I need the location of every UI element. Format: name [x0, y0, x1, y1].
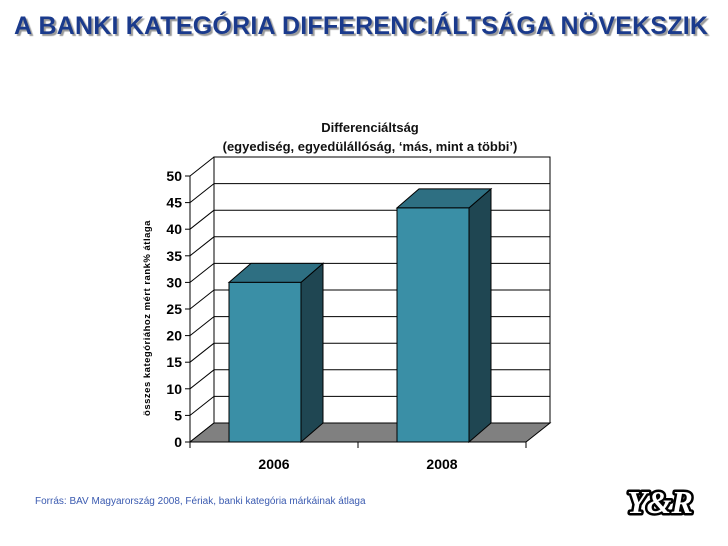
side-wall-line: [189, 369, 215, 390]
bar-side: [300, 262, 324, 444]
svg-text:Y&R: Y&R: [627, 484, 693, 520]
side-wall-line: [189, 236, 215, 257]
y-tick-label: 25: [166, 301, 182, 317]
y-axis-title: összes kategóriához mért rank% átlaga: [142, 220, 153, 416]
y-tick-label: 0: [174, 434, 182, 450]
y-tick-label: 10: [166, 381, 182, 397]
source-note: Forrás: BAV Magyarország 2008, Fériak, b…: [35, 496, 366, 507]
bar-2006: [228, 281, 302, 443]
bars-layer: [227, 187, 493, 444]
x-category-label: 2006: [258, 456, 289, 472]
x-category-label: 2008: [426, 456, 457, 472]
side-wall-line: [189, 396, 215, 416]
side-wall-line: [189, 263, 215, 283]
y-tick-label: 5: [174, 407, 182, 423]
y-tick-label: 35: [166, 248, 182, 264]
chart-subtitle: (egyediség, egyedülállóság, ‘más, mint a…: [222, 139, 518, 154]
side-wall-line: [189, 289, 215, 310]
bar-side: [468, 187, 492, 444]
bar-2008: [396, 207, 470, 443]
y-tick-label: 30: [166, 274, 182, 290]
side-wall-line: [189, 183, 215, 203]
y-tick-label: 15: [166, 354, 182, 370]
side-wall-line: [189, 209, 215, 230]
y-tick-label: 20: [166, 328, 182, 344]
chart-title: Differenciáltság: [321, 120, 419, 135]
slide-title: A BANKI KATEGÓRIA DIFFERENCIÁLTSÁGA NÖVE…: [14, 12, 709, 40]
y-tick-label: 45: [166, 195, 182, 211]
y-tick-label: 40: [166, 221, 182, 237]
labels-layer: 0 5 10 15 20 25 30 35 40 45 50 összes kategóriához …: [142, 168, 458, 472]
y-tick-label: 50: [166, 168, 182, 184]
side-wall-line: [189, 156, 215, 177]
yr-logo: Y&R: [625, 482, 696, 523]
side-wall-line: [189, 316, 215, 336]
side-wall-line: [189, 342, 215, 363]
